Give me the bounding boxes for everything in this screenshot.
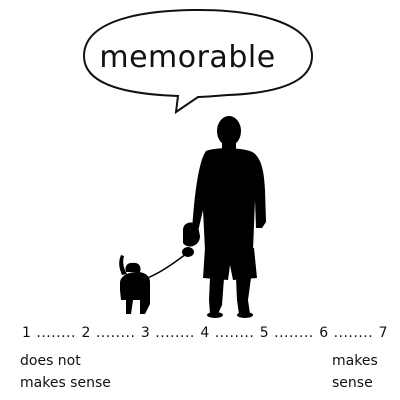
scale-separator: ........: [36, 325, 76, 341]
man-walking-dog-silhouette-icon: [119, 116, 266, 318]
low-anchor-line-1: does not: [20, 353, 81, 369]
scale-separator: ........: [155, 325, 195, 341]
scale-separator: ........: [274, 325, 314, 341]
scale-point-1[interactable]: 1: [22, 325, 31, 341]
rating-scale: 1 ........ 2 ........ 3 ........ 4 .....…: [22, 325, 388, 341]
scale-point-2[interactable]: 2: [81, 325, 91, 341]
scale-point-4[interactable]: 4: [200, 325, 210, 341]
scale-separator: ........: [214, 325, 255, 341]
high-anchor-label: makes sense: [332, 350, 392, 394]
scale-separator: ........: [333, 325, 374, 341]
speech-bubble: [82, 8, 314, 115]
low-anchor-label: does not makes sense: [20, 350, 160, 394]
bubble-word: memorable: [99, 40, 276, 75]
high-anchor-line-1: makes: [332, 353, 378, 369]
scale-point-6[interactable]: 6: [319, 325, 329, 341]
low-anchor-line-2: makes sense: [20, 375, 111, 391]
scale-point-7[interactable]: 7: [378, 325, 388, 341]
scale-point-3[interactable]: 3: [140, 325, 150, 341]
scale-point-5[interactable]: 5: [259, 325, 269, 341]
scale-separator: ........: [95, 325, 136, 341]
high-anchor-line-2: sense: [332, 375, 373, 391]
